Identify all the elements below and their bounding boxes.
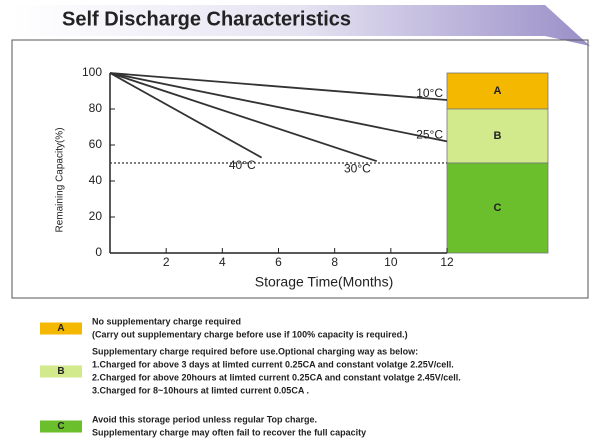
zone-label: B bbox=[494, 130, 502, 142]
note-line: 2.Charged for above 20hours at limted cu… bbox=[92, 372, 461, 382]
note-line: No supplementary charge required bbox=[92, 316, 241, 326]
zone bbox=[446, 162, 549, 254]
note-swatch bbox=[40, 365, 82, 378]
title: Self Discharge Characteristics bbox=[62, 8, 351, 30]
y-tick-label: 0 bbox=[95, 245, 102, 259]
zone-label: A bbox=[494, 85, 502, 97]
x-tick-label: 2 bbox=[163, 255, 170, 269]
series-line bbox=[109, 72, 448, 101]
note-line: 3.Charged for 8~10hours at limted curren… bbox=[92, 385, 309, 395]
note-swatch bbox=[40, 322, 82, 335]
header-banner bbox=[12, 5, 590, 46]
x-tick-label: 6 bbox=[275, 255, 282, 269]
zone bbox=[446, 72, 549, 110]
note-code: C bbox=[57, 421, 64, 432]
note-line: Avoid this storage period unless regular… bbox=[92, 414, 317, 424]
x-tick-label: 4 bbox=[219, 255, 226, 269]
series-line bbox=[109, 72, 263, 159]
x-tick-label: 8 bbox=[331, 255, 338, 269]
y-tick-label: 100 bbox=[82, 65, 102, 79]
zone-label: C bbox=[494, 202, 502, 214]
y-axis-label: Remaining Capacity(%) bbox=[55, 127, 66, 232]
x-tick-label: 10 bbox=[384, 255, 398, 269]
note-code: B bbox=[57, 366, 64, 377]
series-line bbox=[109, 72, 448, 143]
series-label: 25°C bbox=[416, 128, 443, 142]
series-line bbox=[109, 72, 378, 163]
note-swatch bbox=[40, 420, 82, 433]
y-tick-label: 40 bbox=[89, 173, 103, 187]
y-tick-label: 80 bbox=[89, 101, 103, 115]
series-label: 10°C bbox=[416, 86, 443, 100]
note-code: A bbox=[57, 323, 64, 334]
zone bbox=[446, 108, 549, 164]
note-line: (Carry out supplementary charge before u… bbox=[92, 329, 408, 339]
note-line: Supplementary charge may often fail to r… bbox=[92, 427, 366, 437]
y-tick-label: 60 bbox=[89, 137, 103, 151]
series-label: 40°C bbox=[229, 158, 256, 172]
note-line: Supplementary charge required before use… bbox=[92, 346, 418, 356]
x-tick-label: 12 bbox=[440, 255, 454, 269]
note-line: 1.Charged for above 3 days at limted cur… bbox=[92, 359, 454, 369]
x-axis-label: Storage Time(Months) bbox=[255, 274, 394, 290]
series-label: 30°C bbox=[344, 161, 371, 175]
chart-frame bbox=[11, 39, 589, 299]
y-tick-label: 20 bbox=[89, 209, 103, 223]
